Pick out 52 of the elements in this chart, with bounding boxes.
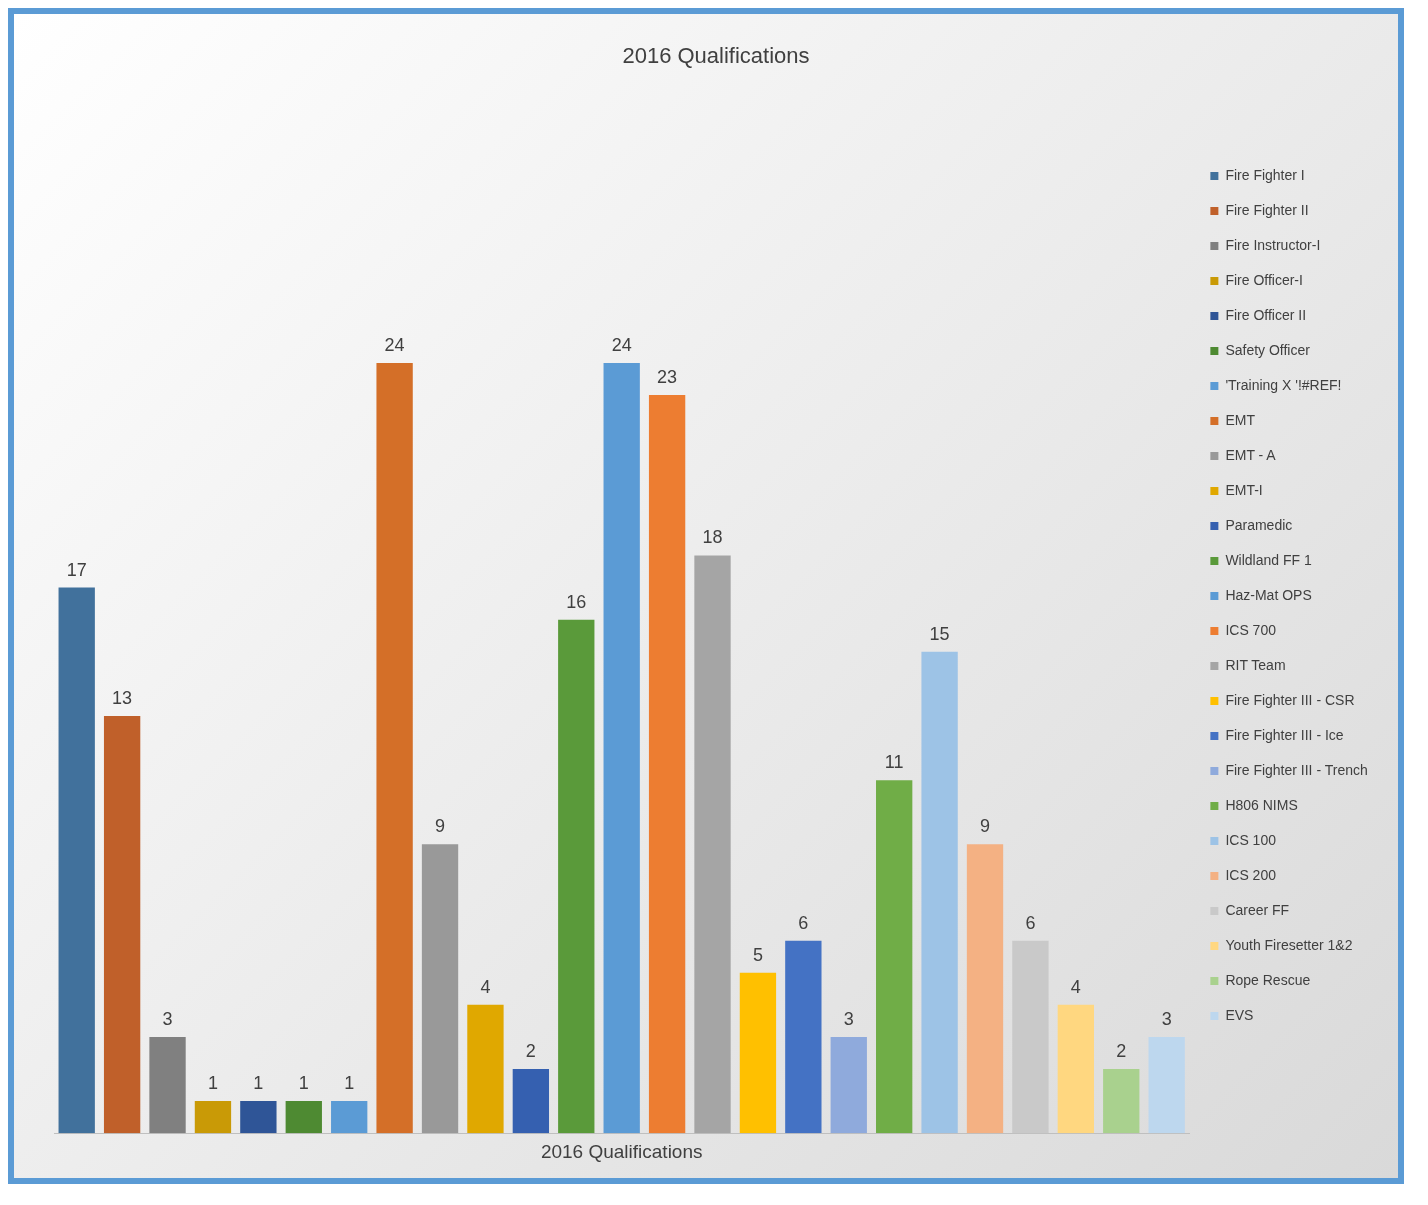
data-label: 23 (657, 367, 678, 388)
legend-label: EVS (1225, 1006, 1254, 1023)
data-label: 2 (1116, 1040, 1127, 1061)
legend-label: ICS 700 (1225, 621, 1277, 638)
legend-label: Fire Fighter III - Ice (1225, 726, 1344, 743)
data-label: 1 (253, 1073, 264, 1094)
legend-label: Career FF (1225, 901, 1290, 918)
legend-label: H806 NIMS (1225, 796, 1298, 813)
data-label: 15 (929, 623, 950, 644)
data-label: 9 (435, 816, 446, 837)
data-label: 3 (162, 1008, 173, 1029)
legend-label: EMT - A (1225, 446, 1277, 463)
data-label: 6 (798, 912, 809, 933)
legend-label: RIT Team (1225, 656, 1286, 673)
chart-title: 2016 Qualifications (622, 43, 810, 69)
data-label: 24 (384, 334, 405, 355)
data-label: 1 (344, 1073, 355, 1094)
data-label: 4 (480, 976, 491, 997)
data-label: 13 (112, 687, 133, 708)
legend-label: Youth Firesetter 1&2 (1225, 936, 1353, 953)
data-label: 2 (525, 1040, 536, 1061)
data-label: 3 (843, 1008, 854, 1029)
legend-label: Wildland FF 1 (1225, 551, 1312, 568)
data-label: 5 (752, 944, 763, 965)
legend-label: Rope Rescue (1225, 971, 1311, 988)
legend-label: ICS 200 (1225, 866, 1277, 883)
legend-label: Fire Officer-I (1225, 271, 1303, 288)
legend-label: Fire Officer II (1225, 306, 1307, 323)
legend-label: Fire Fighter II (1225, 201, 1309, 218)
data-label: 6 (1025, 912, 1036, 933)
data-label: 1 (207, 1073, 218, 1094)
legend-label: Fire Fighter III - Trench (1225, 761, 1368, 778)
legend-label: Haz-Mat OPS (1225, 586, 1312, 603)
legend-label: Paramedic (1225, 516, 1293, 533)
x-axis-title: 2016 Qualifications (540, 1140, 703, 1162)
data-label: 17 (66, 559, 87, 580)
legend-label: Fire Fighter I (1225, 166, 1305, 183)
data-label: 11 (884, 752, 904, 773)
legend-label: EMT-I (1225, 481, 1263, 498)
legend-label: ICS 100 (1225, 831, 1277, 848)
legend-label: Fire Fighter III - CSR (1225, 691, 1355, 708)
legend-label: Safety Officer (1225, 341, 1311, 358)
data-label: 4 (1070, 976, 1081, 997)
data-label: 24 (611, 334, 632, 355)
data-label: 18 (702, 527, 723, 548)
data-label: 3 (1161, 1008, 1172, 1029)
legend-label: 'Training X '!#REF! (1225, 376, 1342, 393)
data-label: 16 (566, 591, 587, 612)
data-label: 9 (980, 816, 991, 837)
data-label: 1 (298, 1073, 309, 1094)
legend-label: Fire Instructor-I (1225, 236, 1321, 253)
legend-label: EMT (1225, 411, 1256, 428)
